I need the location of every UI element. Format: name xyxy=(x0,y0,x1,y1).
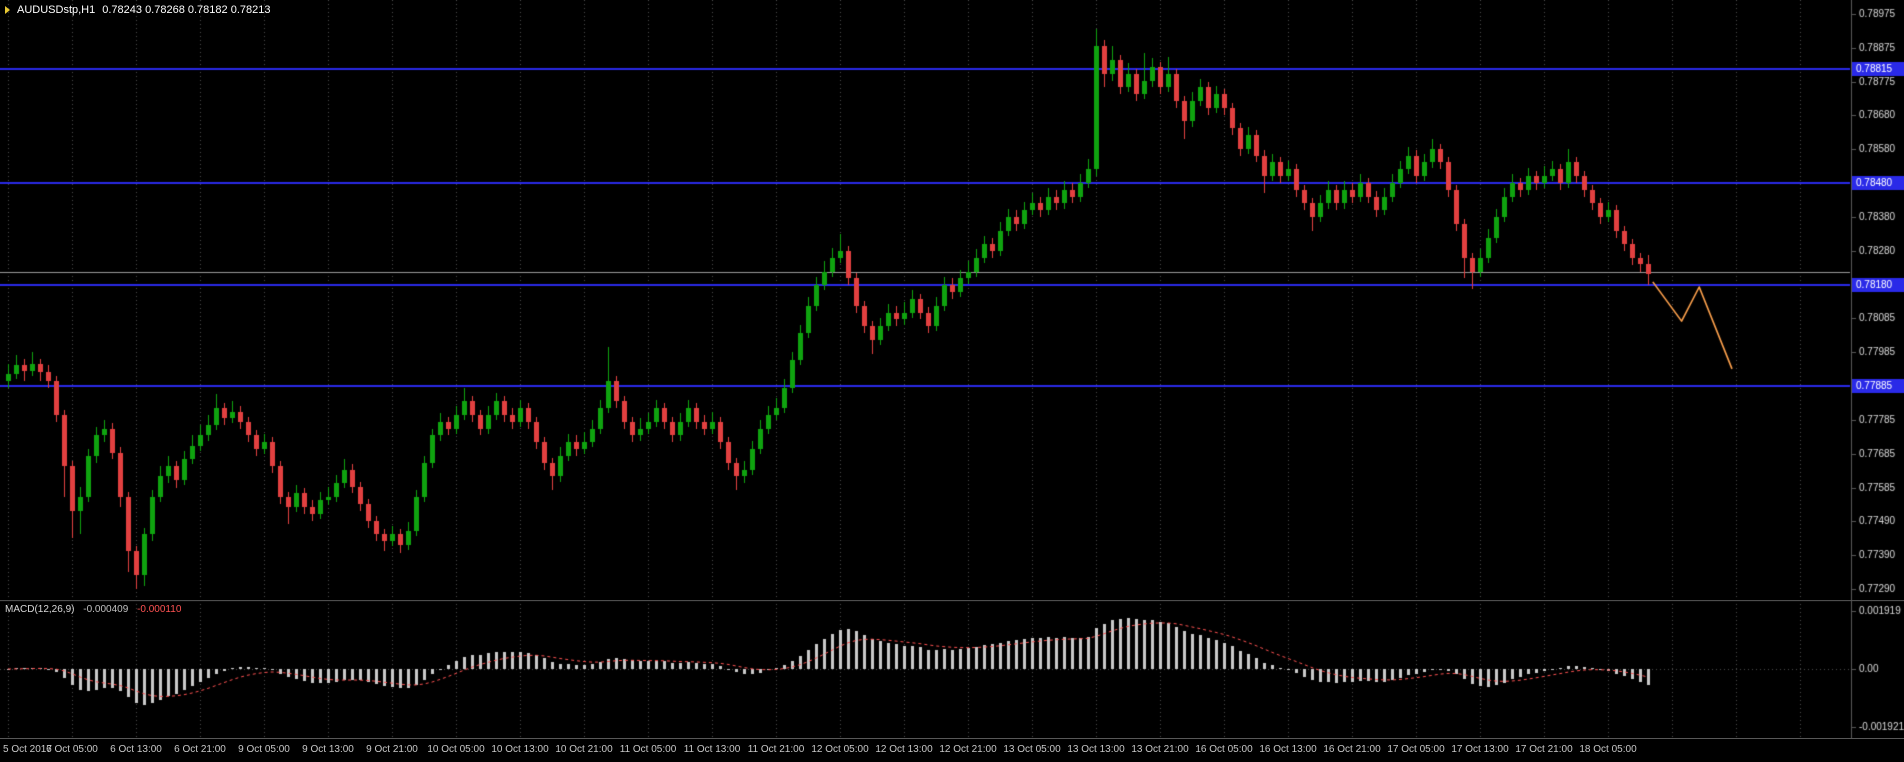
time-label: 12 Oct 05:00 xyxy=(811,744,869,755)
time-label: 16 Oct 21:00 xyxy=(1323,744,1381,755)
candlestick-chart-canvas[interactable] xyxy=(0,0,1904,600)
time-label: 9 Oct 21:00 xyxy=(366,744,418,755)
time-label: 9 Oct 13:00 xyxy=(302,744,354,755)
time-label: 6 Oct 13:00 xyxy=(110,744,162,755)
macd-label: MACD(12,26,9) -0.000409 -0.000110 xyxy=(5,604,181,615)
time-label: 16 Oct 05:00 xyxy=(1195,744,1253,755)
ohlc-values-label: 0.78243 0.78268 0.78182 0.78213 xyxy=(102,4,271,16)
time-label: 17 Oct 05:00 xyxy=(1387,744,1445,755)
time-label: 17 Oct 21:00 xyxy=(1515,744,1573,755)
time-label: 5 Oct 2017 xyxy=(3,744,52,755)
macd-signal-value: -0.000110 xyxy=(137,604,182,615)
macd-indicator-panel[interactable]: MACD(12,26,9) -0.000409 -0.000110 xyxy=(0,600,1904,738)
time-label: 10 Oct 13:00 xyxy=(491,744,549,755)
macd-indicator-name: MACD(12,26,9) xyxy=(5,604,75,615)
time-label: 11 Oct 05:00 xyxy=(619,744,677,755)
time-label: 12 Oct 13:00 xyxy=(875,744,933,755)
time-label: 6 Oct 05:00 xyxy=(46,744,98,755)
time-label: 11 Oct 13:00 xyxy=(683,744,741,755)
time-label: 13 Oct 21:00 xyxy=(1131,744,1189,755)
time-label: 9 Oct 05:00 xyxy=(238,744,290,755)
time-label: 18 Oct 05:00 xyxy=(1579,744,1637,755)
time-label: 12 Oct 21:00 xyxy=(939,744,997,755)
time-label: 13 Oct 13:00 xyxy=(1067,744,1125,755)
time-label: 6 Oct 21:00 xyxy=(174,744,226,755)
time-label: 17 Oct 13:00 xyxy=(1451,744,1509,755)
macd-main-value: -0.000409 xyxy=(83,604,129,615)
time-label: 10 Oct 05:00 xyxy=(427,744,485,755)
time-label: 16 Oct 13:00 xyxy=(1259,744,1317,755)
time-label: 10 Oct 21:00 xyxy=(555,744,613,755)
symbol-timeframe-label: AUDUSDstp,H1 xyxy=(17,4,96,16)
main-chart-panel[interactable]: AUDUSDstp,H1 0.78243 0.78268 0.78182 0.7… xyxy=(0,0,1904,600)
chart-marker-icon xyxy=(5,6,10,14)
time-axis[interactable]: 5 Oct 2017 6 Oct 05:00 6 Oct 13:00 6 Oct 21… xyxy=(0,738,1904,762)
time-label: 11 Oct 21:00 xyxy=(747,744,805,755)
macd-chart-canvas[interactable] xyxy=(0,600,1904,738)
chart-title: AUDUSDstp,H1 0.78243 0.78268 0.78182 0.7… xyxy=(5,4,270,16)
time-label: 13 Oct 05:00 xyxy=(1003,744,1061,755)
